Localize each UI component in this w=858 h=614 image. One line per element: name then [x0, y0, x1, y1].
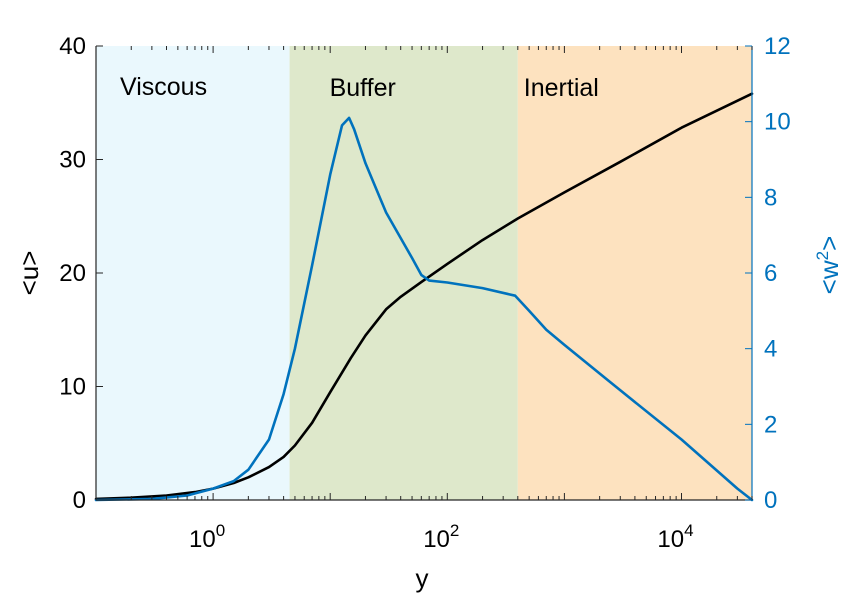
y-left-tick-label: 0 [73, 487, 86, 514]
region-band-viscous [96, 46, 290, 500]
region-band-inertial [517, 46, 752, 500]
x-tick-label: 100 [189, 521, 225, 553]
y-right-tick-label: 2 [764, 411, 777, 438]
y-left-tick-label: 40 [59, 33, 86, 60]
tick-marks [95, 45, 753, 501]
region-label-viscous: Viscous [120, 73, 207, 101]
region-bands [96, 46, 752, 500]
x-axis-label: y [416, 563, 429, 593]
y-left-tick-label: 30 [59, 147, 86, 174]
x-tick-label: 104 [657, 521, 693, 553]
series-line-right [94, 116, 754, 502]
y-right-tick-label: 12 [764, 33, 791, 60]
y-left-axis-label: <u> [14, 251, 44, 296]
y-right-label-base: <w [814, 260, 844, 294]
y-left-tick-label: 10 [59, 374, 86, 401]
y-right-label-sup: 2 [813, 251, 832, 260]
series-lines [94, 92, 754, 502]
region-label-inertial: Inertial [524, 74, 599, 102]
region-labels: Viscous Buffer Inertial [120, 73, 599, 102]
y-right-label-end: > [814, 236, 844, 251]
region-label-buffer: Buffer [330, 74, 396, 102]
y-left-tick-label: 20 [59, 260, 86, 287]
y-right-tick-label: 10 [764, 109, 791, 136]
x-tick-label: 102 [423, 521, 459, 553]
region-band-buffer [289, 46, 518, 500]
y-right-tick-label: 0 [764, 487, 777, 514]
y-right-axis-label: <w2> [813, 236, 844, 295]
y-right-tick-label: 4 [764, 336, 777, 363]
y-right-tick-label: 6 [764, 260, 777, 287]
tick-labels: 100 102 104 0 10 20 30 40 0 2 4 6 8 10 12 [59, 33, 790, 553]
y-right-tick-label: 8 [764, 184, 777, 211]
